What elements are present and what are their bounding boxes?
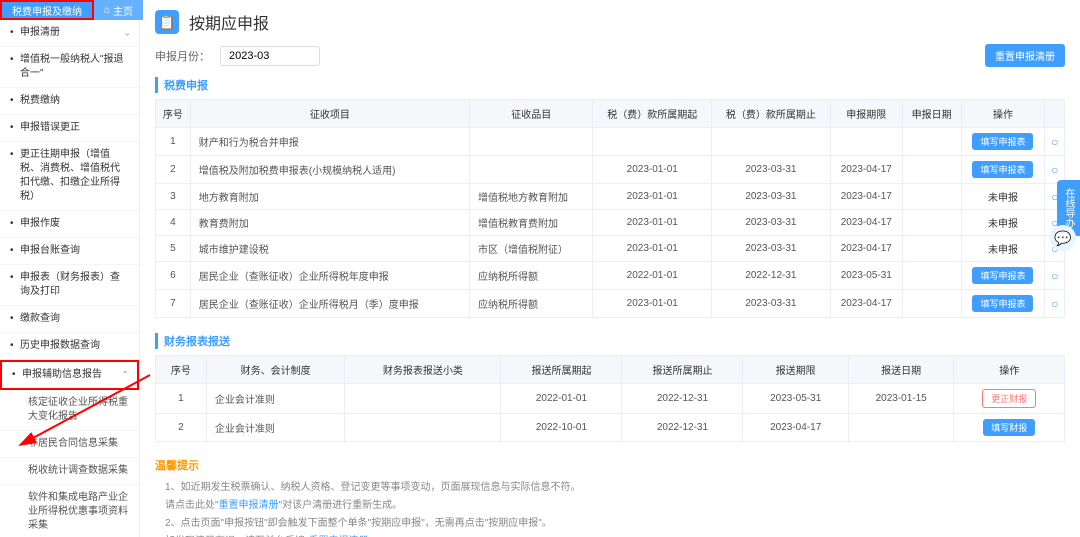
sidebar-item[interactable]: 缴款查询: [0, 306, 139, 333]
table-row: 4教育费附加增值税教育费附加2023-01-012023-03-312023-0…: [156, 210, 1065, 236]
table-row: 7居民企业（查账征收）企业所得税月（季）度申报应纳税所得额2023-01-012…: [156, 290, 1065, 318]
tab-label: 税费申报及缴纳: [12, 3, 82, 18]
tax-section-title: 税费申报: [155, 77, 1065, 93]
table-row: 6居民企业（查账征收）企业所得税年度申报应纳税所得额2022-01-012022…: [156, 262, 1065, 290]
finance-section-title: 财务报表报送: [155, 333, 1065, 349]
finance-table: 序号财务、会计制度财务报表报送小类报送所属期起报送所属期止报送期限报送日期操作 …: [155, 355, 1065, 442]
fill-button[interactable]: 填写申报表: [972, 267, 1033, 284]
refresh-icon[interactable]: ○: [1051, 163, 1058, 177]
month-input[interactable]: [220, 46, 320, 66]
sidebar-item[interactable]: 更正往期申报（增值税、消费税、增值税代扣代缴、扣缴企业所得税）: [0, 142, 139, 211]
sidebar-item[interactable]: 软件和集成电路产业企业所得税优惠事项资料采集: [0, 485, 139, 537]
action-button[interactable]: 更正财报: [982, 389, 1036, 408]
home-label: 主页: [113, 3, 133, 18]
table-row: 1企业会计准则2022-01-012022-12-312023-05-31202…: [156, 384, 1065, 414]
fill-button[interactable]: 填写申报表: [972, 295, 1033, 312]
tips-list: 1、如近期发生税票确认、纳税人资格、登记变更等事项变动，页面展现信息与实际信息不…: [155, 479, 1065, 537]
reset-button[interactable]: 重置申报清册: [985, 44, 1065, 67]
side-widget-label: 在线导办: [1063, 188, 1074, 228]
sidebar-item[interactable]: 增值税一般纳税人"报退合一": [0, 47, 139, 88]
refresh-icon[interactable]: ○: [1051, 269, 1058, 283]
filter-label: 申报月份：: [155, 48, 210, 64]
chat-icon[interactable]: 💬: [1050, 225, 1076, 251]
sidebar-item[interactable]: 非居民合同信息采集: [0, 431, 139, 458]
sidebar-item[interactable]: 核定征收企业所得税重大变化报告: [0, 390, 139, 431]
table-row: 1财产和行为税合并申报填写申报表○: [156, 128, 1065, 156]
fill-button[interactable]: 填写申报表: [972, 133, 1033, 150]
calendar-icon: 📋: [155, 10, 179, 34]
sidebar-item[interactable]: 申报作废: [0, 211, 139, 238]
tips-title: 温馨提示: [155, 457, 1065, 473]
main-content: 📋 按期应申报 申报月份： 重置申报清册 税费申报 序号征收项目征收品目税（费）…: [140, 0, 1080, 537]
tab-tax-declare[interactable]: 税费申报及缴纳: [0, 0, 94, 20]
action-button[interactable]: 填写财报: [983, 419, 1035, 436]
table-row: 2增值税及附加税费申报表(小规模纳税人适用)2023-01-012023-03-…: [156, 156, 1065, 184]
table-row: 5城市维护建设税市区（增值税附征）2023-01-012023-03-31202…: [156, 236, 1065, 262]
sidebar-item[interactable]: 申报错误更正: [0, 115, 139, 142]
sidebar-item[interactable]: 历史申报数据查询: [0, 333, 139, 360]
fill-button[interactable]: 填写申报表: [972, 161, 1033, 178]
table-row: 2企业会计准则2022-10-012022-12-312023-04-17填写财…: [156, 414, 1065, 442]
sidebar-item[interactable]: 税费缴纳: [0, 88, 139, 115]
table-row: 3地方教育附加增值税地方教育附加2023-01-012023-03-312023…: [156, 184, 1065, 210]
sidebar-item[interactable]: 申报辅助信息报告⌃: [0, 360, 139, 390]
sidebar-item[interactable]: 申报表（财务报表）查询及打印: [0, 265, 139, 306]
sidebar-item[interactable]: 税收统计调查数据采集: [0, 458, 139, 485]
refresh-icon[interactable]: ○: [1051, 135, 1058, 149]
sidebar: 申报清册⌄增值税一般纳税人"报退合一"税费缴纳申报错误更正更正往期申报（增值税、…: [0, 0, 140, 537]
page-title: 按期应申报: [189, 10, 269, 34]
sidebar-item[interactable]: 申报清册⌄: [0, 20, 139, 47]
home-icon: ⌂: [104, 5, 110, 16]
refresh-icon[interactable]: ○: [1051, 297, 1058, 311]
tax-table: 序号征收项目征收品目税（费）款所属期起税（费）款所属期止申报期限申报日期操作 1…: [155, 99, 1065, 318]
sidebar-item[interactable]: 申报台账查询: [0, 238, 139, 265]
tab-home[interactable]: ⌂ 主页: [94, 0, 143, 20]
